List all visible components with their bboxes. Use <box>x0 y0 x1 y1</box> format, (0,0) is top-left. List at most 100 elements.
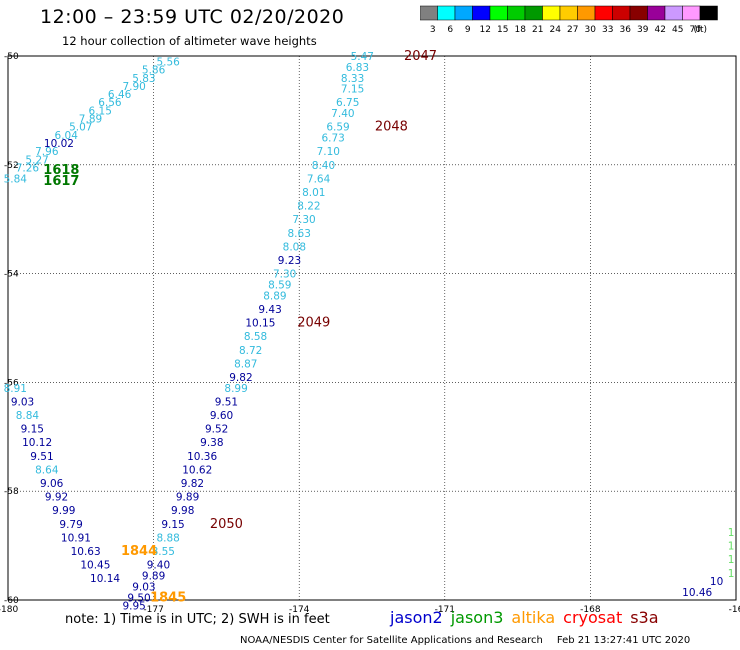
page-subtitle: 12 hour collection of altimeter wave hei… <box>62 34 317 48</box>
legend-label-15: 70 <box>690 25 702 35</box>
legend-label-10: 33 <box>602 25 613 35</box>
wave-height-label: 6.83 <box>346 62 369 74</box>
wave-height-label: 9.06 <box>40 478 64 490</box>
wave-height-label: 9.98 <box>171 505 194 517</box>
legend-label-1: 6 <box>447 25 453 35</box>
legend-label-12: 39 <box>637 25 649 35</box>
map-frame <box>7 55 737 601</box>
wave-height-label: 7.26 <box>16 163 40 175</box>
wave-height-label: 5.83 <box>132 73 155 85</box>
wave-height-label: 9.95 <box>122 600 145 612</box>
legend-label-3: 12 <box>480 25 491 35</box>
satellite-altika: altika <box>511 608 556 627</box>
wave-height-label: 9.89 <box>142 571 165 583</box>
wave-height-label: 8.59 <box>268 279 291 291</box>
legend-label-4: 15 <box>497 25 508 35</box>
legend-label-9: 30 <box>585 25 597 35</box>
lat-tick-label: -52 <box>4 161 19 171</box>
lat-tick-label: -54 <box>4 270 19 280</box>
wave-height-label: 6.46 <box>108 89 132 101</box>
wave-height-label: 1617 <box>43 174 79 189</box>
wave-height-label: 8.89 <box>263 290 286 302</box>
wave-height-label: 9.52 <box>205 424 228 436</box>
wave-height-label: 8.55 <box>152 546 175 558</box>
wave-height-label: 9.60 <box>210 410 233 422</box>
wave-height-label: 5.47 <box>351 51 374 63</box>
wave-height-map: -180 -177 -174 -171 -168 -16 -50 -52 -54 -56 -58 -6… <box>0 49 740 612</box>
satellite-jason3: jason3 <box>450 608 504 627</box>
lat-tick-label: -56 <box>4 378 19 388</box>
wave-height-label: 6.73 <box>321 133 344 145</box>
wave-height-label: 9.50 <box>127 592 150 604</box>
wave-height-label: 10.45 <box>80 560 110 572</box>
wave-height-label: 9.38 <box>200 437 223 449</box>
wave-height-label: 9.99 <box>52 505 75 517</box>
lon-tick-label: -177 <box>143 605 163 612</box>
wave-height-label: 10.02 <box>44 138 74 150</box>
credit-text: NOAA/NESDIS Center for Satellite Applica… <box>240 635 543 646</box>
wave-height-label: 10.12 <box>22 437 52 449</box>
wave-height-label: 7.30 <box>273 269 296 281</box>
wave-height-label: 10.36 <box>187 451 217 463</box>
wave-height-label: 8.63 <box>288 228 311 240</box>
wave-height-label: 10.46 <box>682 587 712 599</box>
wave-height-label: 8.87 <box>234 358 257 370</box>
wave-height-label: 9.51 <box>30 451 53 463</box>
wave-height-label: 9.15 <box>21 424 44 436</box>
legend-label-11: 36 <box>620 25 632 35</box>
wave-height-label: 1 <box>728 541 735 553</box>
satellite-s3a: s3a <box>630 608 659 627</box>
wave-height-label: 8.33 <box>341 73 364 85</box>
wave-height-label: 5.27 <box>25 154 48 166</box>
lat-tick-label: -60 <box>4 596 19 606</box>
wave-height-label: 8.72 <box>239 345 262 357</box>
legend-label-14: 45 <box>672 25 683 35</box>
page-title: 12:00 – 23:59 UTC 02/20/2020 <box>40 6 345 28</box>
legend-label-0: 3 <box>430 25 436 35</box>
lon-tick-label: -168 <box>580 605 601 612</box>
wave-height-label: 7.40 <box>331 108 354 120</box>
wave-height-label: 8.84 <box>16 410 40 422</box>
satellite-jason2: jason2 <box>390 608 443 627</box>
footer-note: note: 1) Time is in UTC; 2) SWH is in fe… <box>65 612 330 627</box>
wave-height-label: 10 <box>710 576 723 588</box>
legend-unit: (ft) <box>694 25 708 35</box>
satellite-cryosat: cryosat <box>563 608 623 627</box>
legend-swatch-16 <box>699 5 718 21</box>
wave-height-label: 9.03 <box>11 396 34 408</box>
wave-height-label: 5.56 <box>156 56 180 68</box>
wave-height-label: 1844 <box>121 544 157 559</box>
wave-height-label: 7.90 <box>122 81 145 93</box>
wave-height-label: 9.82 <box>229 372 252 384</box>
wave-height-label: 1 <box>728 527 735 539</box>
wave-height-label: 2048 <box>375 120 408 135</box>
wave-height-label: 8.88 <box>156 532 179 544</box>
lon-tick-label: -180 <box>0 605 18 612</box>
color-legend: 3 6 9 12 15 18 21 24 27 30 33 36 39 42 45 70(ft) <box>420 5 718 35</box>
wave-height-label: 10.63 <box>71 546 101 558</box>
wave-height-label: 2047 <box>404 49 437 64</box>
legend-label-13: 42 <box>655 25 666 35</box>
wave-height-label: 1 <box>728 568 735 580</box>
wave-height-label: 10.14 <box>90 573 120 585</box>
lon-tick-label: -171 <box>435 605 455 612</box>
wave-height-label: 8.91 <box>4 383 27 395</box>
wave-height-label: 1845 <box>150 590 186 605</box>
wave-height-label: 6.59 <box>326 122 349 134</box>
wave-height-label: 8.08 <box>283 241 306 253</box>
wave-height-label: 8.22 <box>297 201 320 213</box>
wave-height-label: 8.99 <box>224 383 247 395</box>
wave-height-label: 9.82 <box>181 478 204 490</box>
wave-height-label: 7.96 <box>35 146 59 158</box>
wave-height-label: 7.64 <box>307 173 331 185</box>
legend-label-8: 27 <box>567 25 578 35</box>
wave-height-label: 2049 <box>297 316 330 331</box>
wave-height-label: 7.10 <box>317 146 340 158</box>
legend-label-7: 24 <box>550 25 562 35</box>
wave-height-label: 9.89 <box>176 492 199 504</box>
timestamp: Feb 21 13:27:41 UTC 2020 <box>556 635 691 646</box>
lat-tick-label: -58 <box>4 487 19 497</box>
wave-height-label: 10.15 <box>245 318 275 330</box>
wave-height-label: 6.15 <box>89 105 112 117</box>
lat-tick-label: -50 <box>4 52 19 62</box>
